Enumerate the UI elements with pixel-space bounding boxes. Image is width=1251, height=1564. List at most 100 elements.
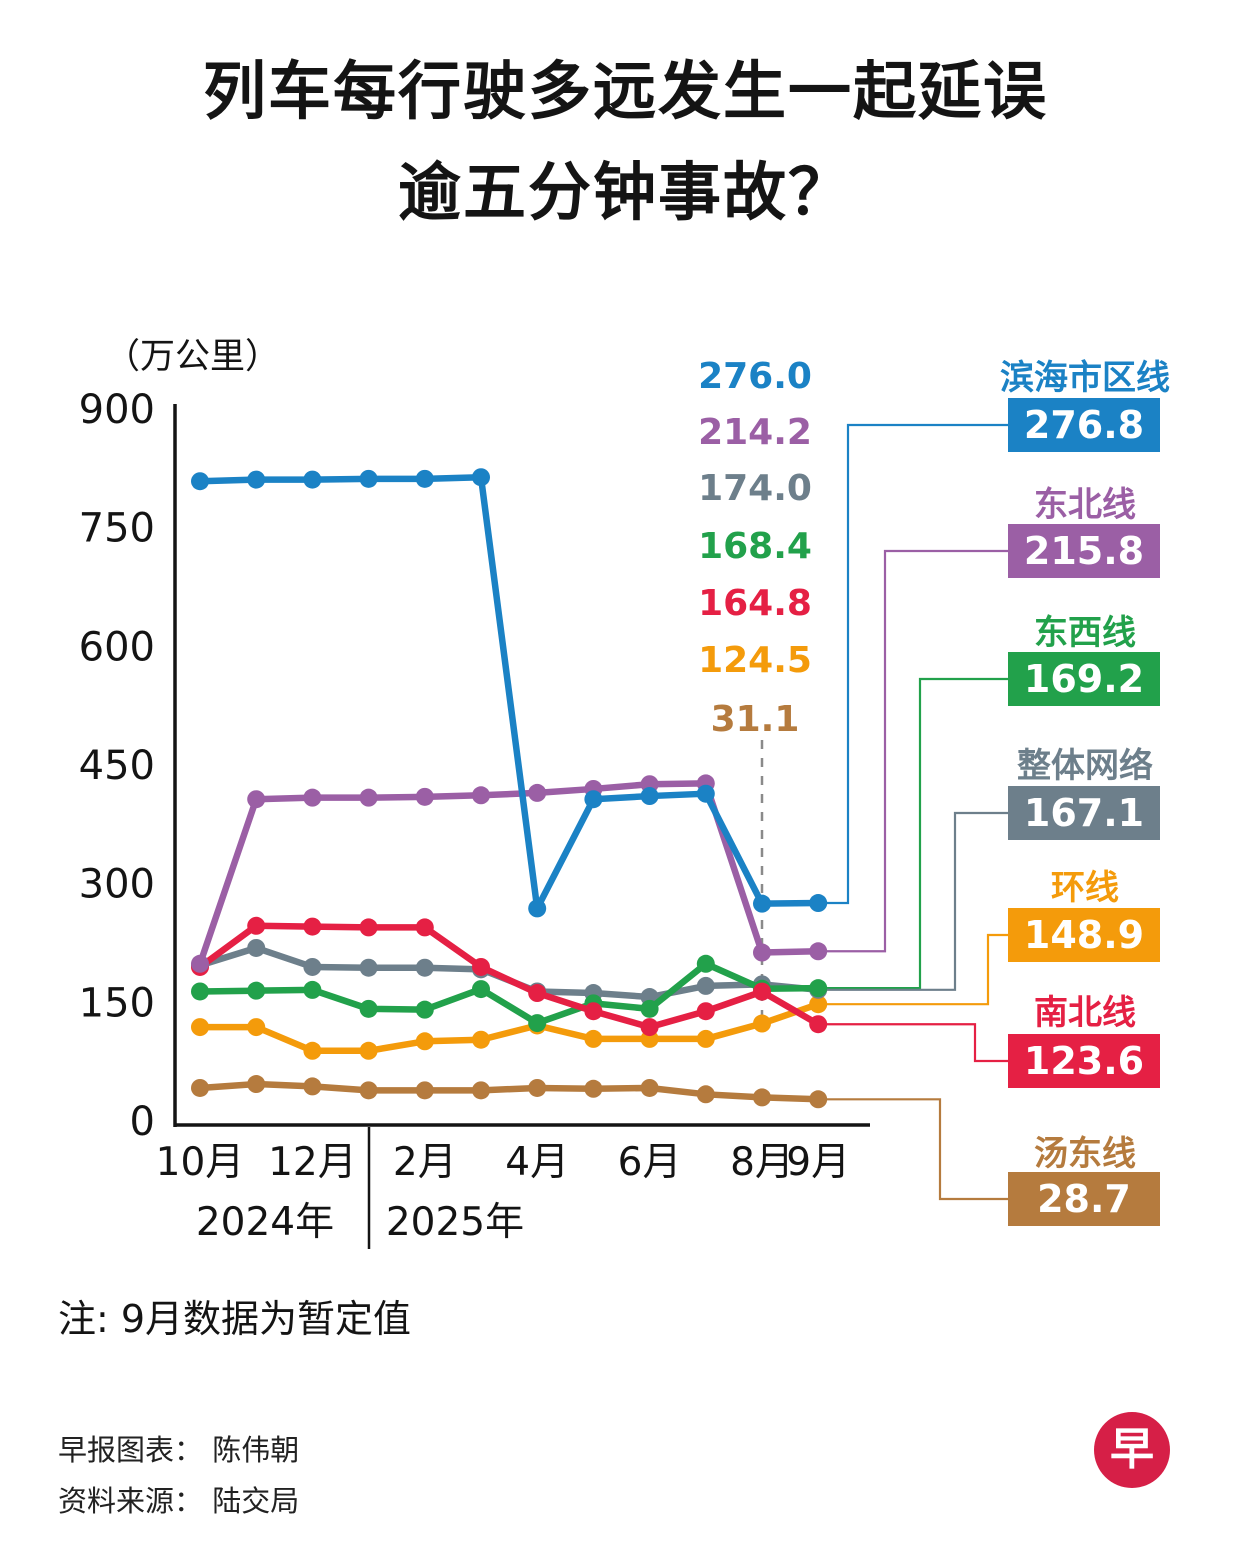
annotation-value-tel: 31.1 [710,699,800,740]
y-tick-label: 450 [79,743,155,789]
data-point [359,918,378,937]
data-point [303,1041,322,1060]
zaobao-logo: 早 [1094,1412,1170,1488]
legend-label-ewl: 东西线 [1034,613,1136,653]
annotation-value-nsl: 164.8 [698,583,812,624]
data-point [809,942,828,961]
series-line [196,922,822,1031]
data-point [753,1014,771,1033]
year-label: 2025年 [386,1200,524,1245]
data-point [809,1090,828,1109]
data-point [472,786,490,805]
data-point [247,981,266,1000]
legend-value-tel: 28.7 [1008,1172,1160,1226]
data-point [359,999,378,1018]
legend-value-nsl: 123.6 [1008,1034,1160,1088]
series-line [196,1080,822,1103]
data-point [303,470,322,489]
data-point [584,1079,603,1098]
legend-connector-line [818,1098,1008,1201]
legend-connector-line [818,933,1008,1006]
y-tick-label: 600 [79,624,155,670]
data-point [472,1081,490,1100]
data-point [584,790,603,809]
credits-source: 资料来源： 陆交局 [58,1483,300,1518]
data-point [303,788,322,807]
data-point [640,999,659,1018]
y-tick-label: 300 [79,862,155,908]
legend-label-nel: 东北线 [1034,485,1136,525]
data-point [415,469,434,488]
y-tick-label: 0 [130,1099,155,1145]
legend-value-mdtl: 276.8 [1008,398,1160,452]
legend-connector-line [818,811,1008,991]
legend-label-nsl: 南北线 [1034,993,1136,1033]
y-tick-label: 900 [79,387,155,433]
x-tick-label: 9月 [786,1140,850,1185]
data-point [584,1029,603,1048]
data-point [359,1081,378,1100]
data-point [415,958,434,977]
annotation-value-network: 174.0 [698,468,812,509]
legend-label-network: 整体网络 [1017,746,1153,786]
data-point [472,468,490,487]
data-point [753,894,771,913]
data-point [809,979,828,998]
data-point [359,788,378,807]
y-tick-label: 150 [79,980,155,1026]
data-point [247,470,266,489]
data-point [528,1078,547,1097]
data-point [696,1002,715,1021]
page-title: 列车每行驶多远发生一起延误 逾五分钟事故？ [0,42,1251,244]
data-point [753,982,771,1001]
series-line [196,473,822,912]
series-line [196,1000,822,1055]
data-point [753,1088,771,1107]
data-point [640,787,659,806]
credits-author: 早报图表： 陈伟朝 [58,1433,300,1467]
data-point [359,958,378,977]
legend-connector-line [818,1023,1008,1063]
data-point [809,1015,828,1034]
data-point [415,918,434,937]
data-point [640,1018,659,1037]
annotation-value-nel: 214.2 [698,412,812,453]
credits: 早报图表： 陈伟朝 资料来源： 陆交局 [58,1425,299,1527]
data-point [528,899,547,918]
year-label: 2024年 [196,1200,334,1245]
data-point [528,783,547,802]
annotation-value-mdtl: 276.0 [698,356,812,397]
data-point [303,917,322,936]
data-point [191,982,209,1001]
data-point [472,980,490,999]
legend-label-tel: 汤东线 [1034,1134,1136,1174]
data-point [528,1014,547,1033]
series-line [196,780,822,968]
x-tick-label: 6月 [618,1140,682,1185]
data-point [191,1018,209,1037]
data-point [191,1078,209,1097]
data-point [415,787,434,806]
data-point [247,938,266,957]
x-tick-label: 10月 [156,1140,245,1185]
data-point [303,980,322,999]
data-point [247,1018,266,1037]
data-point [809,995,828,1014]
legend-value-ccl: 148.9 [1008,908,1160,962]
data-point [191,954,209,973]
data-point [584,1002,603,1021]
data-point [696,954,715,973]
page-title-line1: 列车每行驶多远发生一起延误 [203,55,1048,128]
x-tick-label: 4月 [505,1140,569,1185]
data-point [472,1030,490,1049]
legend-connector-line [818,549,1008,953]
footnote: 注: 9月数据为暂定值 [58,1297,412,1341]
x-tick-label: 2月 [393,1140,457,1185]
y-axis-unit-label: （万公里） [105,337,281,377]
annotation-value-ewl: 168.4 [698,526,812,567]
data-point [415,1000,434,1019]
data-point [753,943,771,962]
y-tick-label: 750 [79,506,155,552]
data-point [809,894,828,913]
